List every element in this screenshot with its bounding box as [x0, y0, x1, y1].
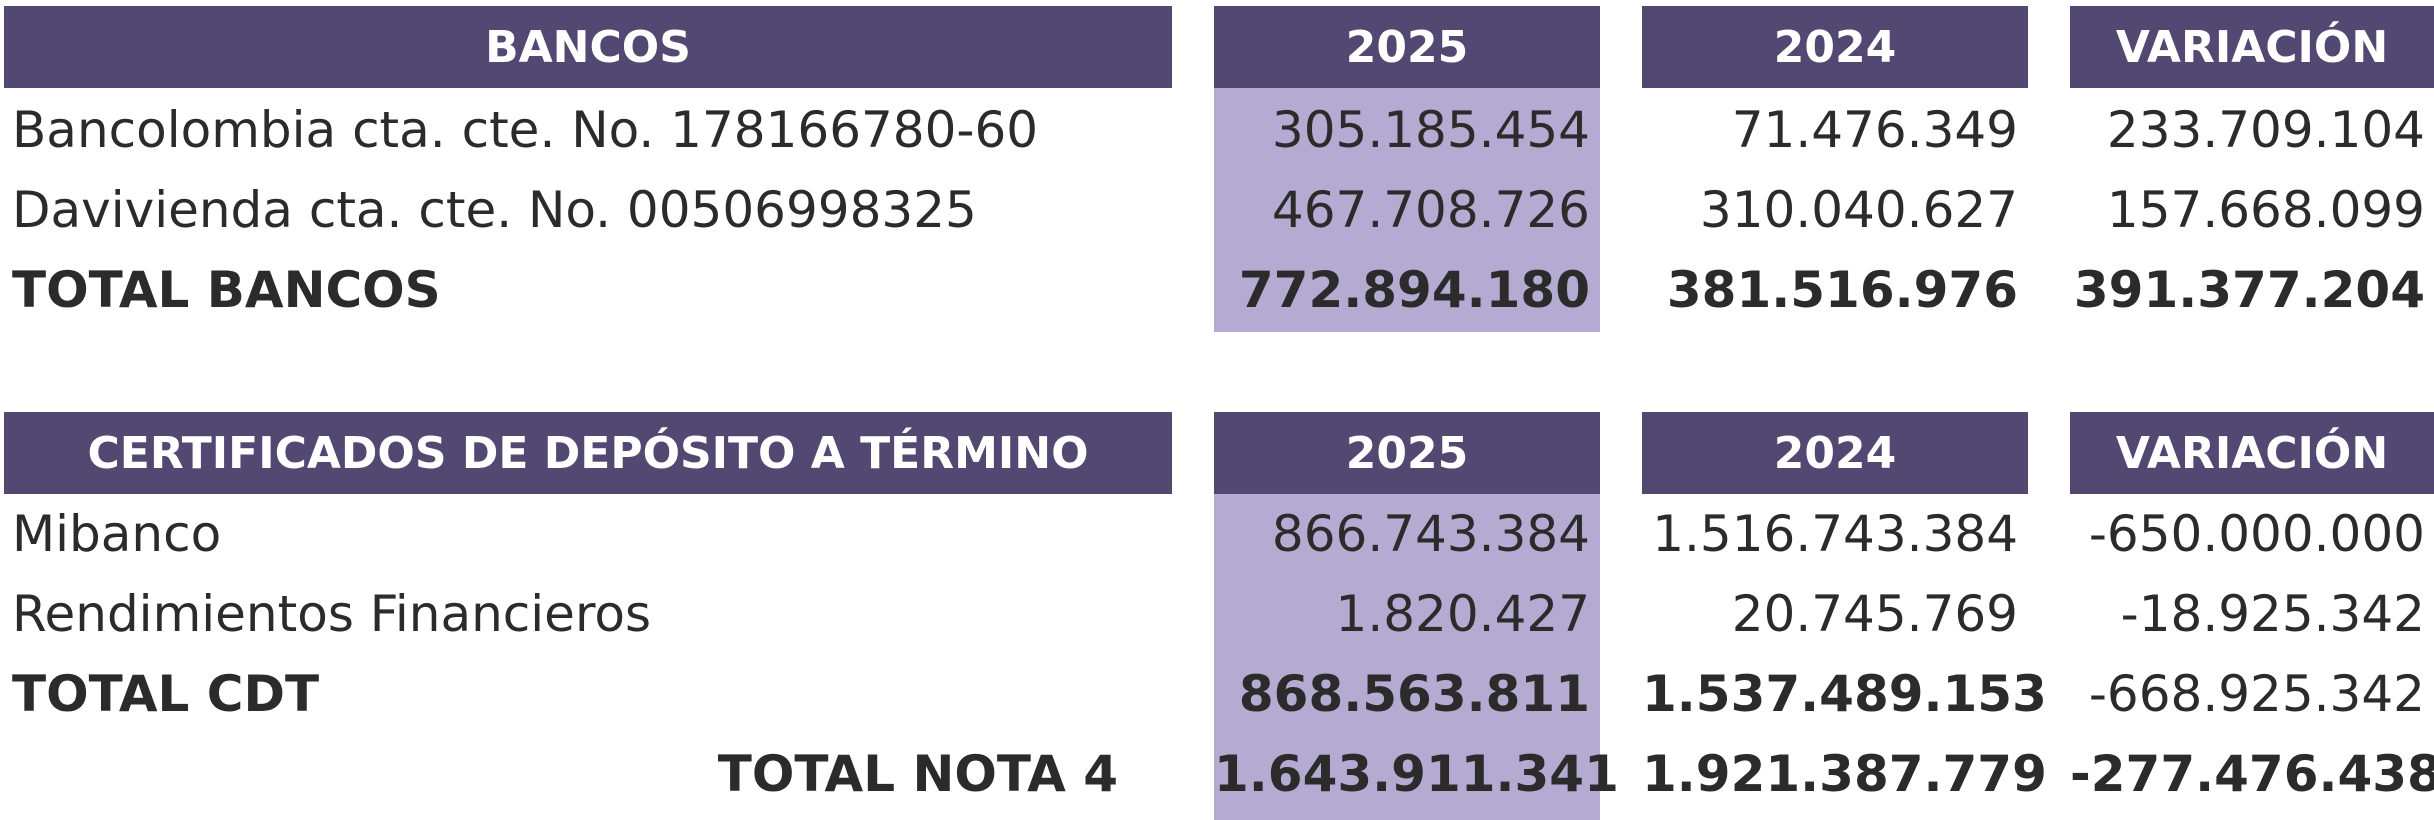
bancos-header-title: BANCOS [4, 6, 1172, 88]
bancos-header-variation: VARIACIÓN [2070, 6, 2434, 88]
nota-total-variation: -277.476.438 [2070, 745, 2434, 803]
bancos-header-2025: 2025 [1214, 6, 1600, 88]
bancos-row-variation: 157.668.099 [2106, 181, 2425, 239]
bancos-row-value-2024: 71.476.349 [1731, 101, 2018, 159]
cdt-total-label: TOTAL CDT [12, 665, 320, 723]
bancos-row-label: Davivienda cta. cte. No. 00506998325 [12, 181, 977, 239]
bancos-total-variation: 391.377.204 [2073, 261, 2425, 319]
cdt-total-variation: -668.925.342 [2088, 665, 2425, 723]
cdt-row-value-2024: 20.745.769 [1731, 585, 2018, 643]
cdt-header-title: CERTIFICADOS DE DEPÓSITO A TÉRMINO [4, 412, 1172, 494]
bancos-header-2024: 2024 [1642, 6, 2028, 88]
cdt-row-value-2024: 1.516.743.384 [1652, 505, 2018, 563]
nota-total-label: TOTAL NOTA 4 [717, 745, 1118, 803]
nota-total-2024: 1.921.387.779 [1642, 745, 2047, 803]
cdt-row-variation: -650.000.000 [2088, 505, 2425, 563]
bancos-row-variation: 233.709.104 [2106, 101, 2425, 159]
bancos-2025-highlight [1214, 88, 1600, 332]
bancos-total-label: TOTAL BANCOS [12, 261, 441, 319]
cdt-total-2025: 868.563.811 [1238, 665, 1590, 723]
bancos-row-label: Bancolombia cta. cte. No. 178166780-60 [12, 101, 1039, 159]
bancos-row-value-2025: 305.185.454 [1271, 101, 1590, 159]
cdt-header-2025: 2025 [1214, 412, 1600, 494]
bancos-total-2025: 772.894.180 [1238, 261, 1590, 319]
cdt-row-variation: -18.925.342 [2120, 585, 2425, 643]
bancos-total-2024: 381.516.976 [1666, 261, 2018, 319]
cdt-2025-highlight [1214, 494, 1600, 820]
cdt-total-2024: 1.537.489.153 [1642, 665, 2047, 723]
bancos-row-value-2025: 467.708.726 [1271, 181, 1590, 239]
cdt-row-label: Mibanco [12, 505, 222, 563]
cdt-header-2024: 2024 [1642, 412, 2028, 494]
cdt-row-value-2025: 866.743.384 [1271, 505, 1590, 563]
nota-total-2025: 1.643.911.341 [1214, 745, 1619, 803]
cdt-row-value-2025: 1.820.427 [1335, 585, 1590, 643]
cdt-row-label: Rendimientos Financieros [12, 585, 652, 643]
bancos-row-value-2024: 310.040.627 [1699, 181, 2018, 239]
cdt-header-variation: VARIACIÓN [2070, 412, 2434, 494]
